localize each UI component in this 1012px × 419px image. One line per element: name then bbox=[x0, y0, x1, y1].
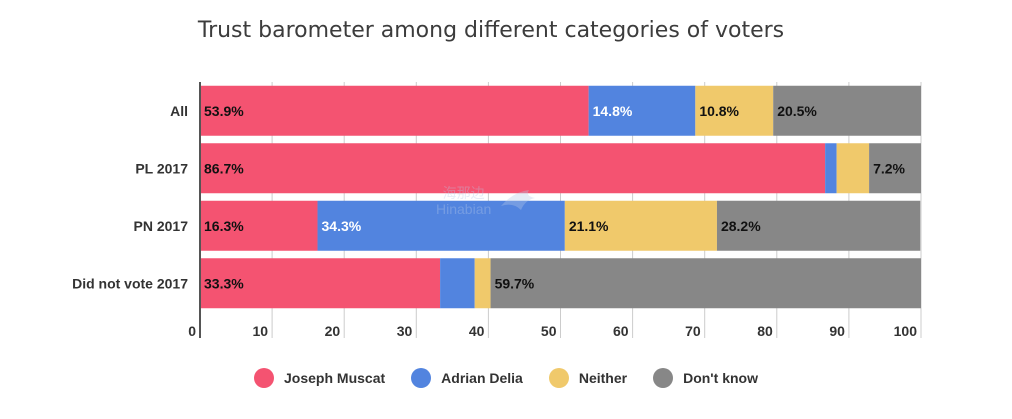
watermark-text-en: Hinabian bbox=[436, 201, 492, 217]
legend: Joseph Muscat Adrian Delia Neither Don't kn… bbox=[0, 368, 1012, 388]
bar-segment bbox=[825, 143, 837, 194]
bar-segment bbox=[440, 258, 475, 309]
category-label: PN 2017 bbox=[134, 218, 189, 234]
legend-item: Joseph Muscat bbox=[254, 368, 385, 388]
legend-swatch bbox=[548, 368, 569, 388]
bar-segment bbox=[836, 143, 870, 194]
x-tick-label: 70 bbox=[685, 323, 701, 339]
legend-label: Neither bbox=[578, 370, 628, 386]
legend-swatch bbox=[653, 368, 674, 388]
bar-segment bbox=[200, 258, 441, 309]
x-tick-label: 40 bbox=[469, 323, 485, 339]
x-tick-label: 60 bbox=[613, 323, 629, 339]
x-tick-label: 0 bbox=[188, 323, 196, 339]
legend-item: Adrian Delia bbox=[411, 368, 523, 388]
data-label: 16.3% bbox=[204, 218, 244, 234]
bar-segment bbox=[773, 85, 921, 136]
legend-label: Joseph Muscat bbox=[284, 370, 386, 386]
watermark: 海那边 Hinabian bbox=[436, 185, 537, 217]
x-tick-label: 100 bbox=[894, 323, 918, 339]
legend-item: Neither bbox=[548, 368, 628, 388]
x-tick-label: 30 bbox=[397, 323, 413, 339]
x-tick-label: 20 bbox=[325, 323, 341, 339]
category-label: PL 2017 bbox=[135, 160, 188, 176]
watermark-text-cn: 海那边 bbox=[442, 185, 485, 201]
category-label: All bbox=[170, 103, 188, 119]
bar-segment bbox=[695, 85, 774, 136]
bar-segment bbox=[317, 200, 565, 251]
bar-segment bbox=[200, 200, 318, 251]
data-label: 53.9% bbox=[204, 103, 244, 119]
data-label: 7.2% bbox=[873, 160, 905, 176]
x-tick-label: 90 bbox=[829, 323, 845, 339]
legend-swatch bbox=[411, 368, 432, 388]
data-label: 86.7% bbox=[204, 160, 244, 176]
x-tick-label: 80 bbox=[757, 323, 773, 339]
bar-segment bbox=[869, 143, 921, 194]
bar-segment bbox=[588, 85, 696, 136]
data-label: 21.1% bbox=[569, 218, 609, 234]
data-label: 20.5% bbox=[777, 103, 817, 119]
data-label: 14.8% bbox=[593, 103, 633, 119]
chart-title: Trust barometer among different categori… bbox=[197, 18, 785, 43]
data-label: 59.7% bbox=[495, 275, 535, 291]
legend-label: Adrian Delia bbox=[441, 370, 523, 386]
bar-segment bbox=[200, 85, 589, 136]
bar-segment bbox=[564, 200, 717, 251]
x-tick-label: 50 bbox=[541, 323, 557, 339]
legend-item: Don't know bbox=[653, 368, 758, 388]
legend-swatch bbox=[254, 368, 275, 388]
bird-logo-icon bbox=[501, 190, 536, 210]
bar-segment bbox=[716, 200, 921, 251]
category-label: Did not vote 2017 bbox=[72, 275, 188, 291]
legend-label: Don't know bbox=[683, 370, 758, 386]
x-tick-label: 10 bbox=[253, 323, 269, 339]
data-label: 34.3% bbox=[322, 218, 362, 234]
bar-segment bbox=[490, 258, 921, 309]
bar-segment bbox=[474, 258, 491, 309]
data-label: 28.2% bbox=[721, 218, 761, 234]
data-label: 33.3% bbox=[204, 275, 244, 291]
bar-segment bbox=[200, 143, 826, 194]
data-label: 10.8% bbox=[699, 103, 739, 119]
